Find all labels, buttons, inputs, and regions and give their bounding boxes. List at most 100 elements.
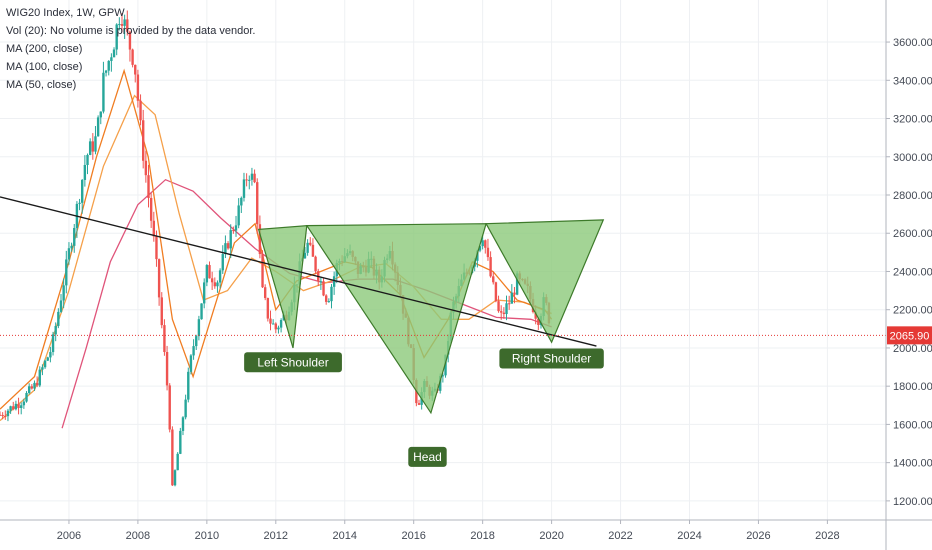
candle-body-5 bbox=[12, 406, 15, 410]
x-tick-label-4: 2014 bbox=[333, 530, 357, 542]
candle-body-65 bbox=[171, 429, 174, 486]
pattern-label-pill-2 bbox=[499, 348, 604, 369]
candle-body-68 bbox=[179, 430, 182, 454]
candle-body-79 bbox=[208, 265, 211, 279]
candle-body-125 bbox=[330, 286, 333, 302]
candle-body-25 bbox=[65, 259, 68, 286]
candle-body-10 bbox=[25, 392, 28, 402]
candle-body-99 bbox=[261, 254, 264, 288]
candle-body-9 bbox=[22, 401, 26, 406]
y-tick-label-6: 2400.00 bbox=[893, 266, 932, 278]
candle-body-77 bbox=[202, 282, 206, 304]
candle-body-104 bbox=[274, 323, 277, 330]
candle-body-19 bbox=[49, 352, 52, 358]
candle-body-13 bbox=[33, 382, 36, 389]
neckline bbox=[0, 196, 597, 347]
legend-ma50[interactable]: MA (50, close) bbox=[6, 79, 77, 91]
legend-ma200[interactable]: MA (200, close) bbox=[6, 43, 83, 55]
candle-body-49 bbox=[128, 31, 132, 50]
candle-body-35 bbox=[91, 141, 95, 152]
candle-body-28 bbox=[73, 227, 76, 246]
candle-body-27 bbox=[70, 245, 73, 249]
candle-body-38 bbox=[99, 111, 102, 118]
candle-body-20 bbox=[51, 334, 55, 353]
candle-body-192 bbox=[507, 303, 511, 305]
candle-body-62 bbox=[163, 325, 166, 353]
y-tick-label-5: 2200.00 bbox=[893, 305, 932, 317]
candle-body-193 bbox=[510, 292, 514, 304]
candle-body-94 bbox=[248, 179, 251, 181]
candle-body-50 bbox=[131, 49, 134, 65]
x-tick-label-2: 2010 bbox=[195, 530, 219, 542]
pattern-triangle-2 bbox=[485, 219, 605, 344]
candle-body-8 bbox=[20, 405, 23, 408]
candle-body-4 bbox=[9, 406, 12, 411]
candle-body-69 bbox=[181, 417, 185, 431]
candle-body-123 bbox=[324, 295, 328, 302]
candle-body-76 bbox=[200, 303, 203, 320]
candle-body-95 bbox=[250, 173, 254, 180]
candle-body-6 bbox=[14, 403, 18, 410]
x-tick-label-3: 2012 bbox=[264, 530, 288, 542]
candle-body-11 bbox=[27, 386, 31, 393]
candle-body-31 bbox=[81, 179, 84, 203]
candle-body-0 bbox=[0, 414, 2, 416]
candle-body-74 bbox=[195, 336, 198, 347]
pattern-label-pill-0 bbox=[244, 352, 342, 373]
candle-body-92 bbox=[242, 179, 246, 198]
candle-body-88 bbox=[232, 230, 235, 232]
candle-body-87 bbox=[229, 230, 232, 249]
candle-body-67 bbox=[176, 453, 179, 471]
candle-body-102 bbox=[269, 318, 272, 324]
legend-volume[interactable]: Vol (20): No volume is provided by the d… bbox=[6, 25, 256, 37]
candle-body-188 bbox=[497, 301, 500, 312]
candle-body-89 bbox=[234, 225, 238, 231]
pattern-label-2: Right Shoulder bbox=[512, 351, 591, 365]
candle-body-66 bbox=[173, 470, 177, 486]
candle-body-55 bbox=[144, 160, 148, 176]
candle-body-182 bbox=[481, 240, 484, 247]
candle-body-46 bbox=[120, 24, 124, 26]
ma-line-0 bbox=[61, 178, 552, 429]
candle-body-71 bbox=[187, 371, 190, 400]
candle-body-21 bbox=[54, 325, 57, 335]
chart-legend: WIG20 Index, 1W, GPW Vol (20): No volume… bbox=[6, 4, 255, 94]
candle-body-32 bbox=[83, 164, 87, 180]
head-and-shoulders-pattern bbox=[257, 219, 605, 415]
candle-body-12 bbox=[30, 386, 34, 389]
candle-body-56 bbox=[147, 175, 150, 198]
candle-body-183 bbox=[484, 240, 487, 248]
candle-body-121 bbox=[319, 281, 323, 283]
candle-body-17 bbox=[43, 360, 47, 368]
candle-body-48 bbox=[126, 19, 129, 32]
candle-body-57 bbox=[149, 197, 153, 221]
candle-body-40 bbox=[104, 70, 108, 73]
candle-body-78 bbox=[205, 265, 209, 283]
candle-body-1 bbox=[1, 414, 4, 416]
candle-body-58 bbox=[152, 220, 156, 237]
pattern-label-1: Head bbox=[413, 450, 442, 464]
candle-body-52 bbox=[136, 74, 140, 101]
candle-body-116 bbox=[306, 242, 309, 253]
candle-body-202 bbox=[534, 312, 537, 319]
x-tick-label-0: 2006 bbox=[57, 530, 81, 542]
candle-body-203 bbox=[537, 318, 540, 325]
x-tick-label-10: 2026 bbox=[746, 530, 770, 542]
candle-body-100 bbox=[263, 287, 267, 299]
legend-ma100[interactable]: MA (100, close) bbox=[6, 61, 83, 73]
candle-body-83 bbox=[218, 270, 222, 283]
candle-body-86 bbox=[226, 243, 230, 249]
candle-body-105 bbox=[277, 327, 280, 330]
neckline-trendline bbox=[0, 196, 597, 347]
candle-body-117 bbox=[309, 242, 312, 245]
legend-title[interactable]: WIG20 Index, 1W, GPW bbox=[6, 7, 125, 19]
candle-body-101 bbox=[266, 298, 270, 319]
candle-body-103 bbox=[271, 323, 275, 325]
candle-body-60 bbox=[157, 259, 161, 298]
y-tick-label-12: 3600.00 bbox=[893, 37, 932, 49]
candle-body-124 bbox=[327, 301, 331, 303]
candle-body-73 bbox=[192, 346, 195, 356]
candle-body-47 bbox=[123, 19, 126, 26]
